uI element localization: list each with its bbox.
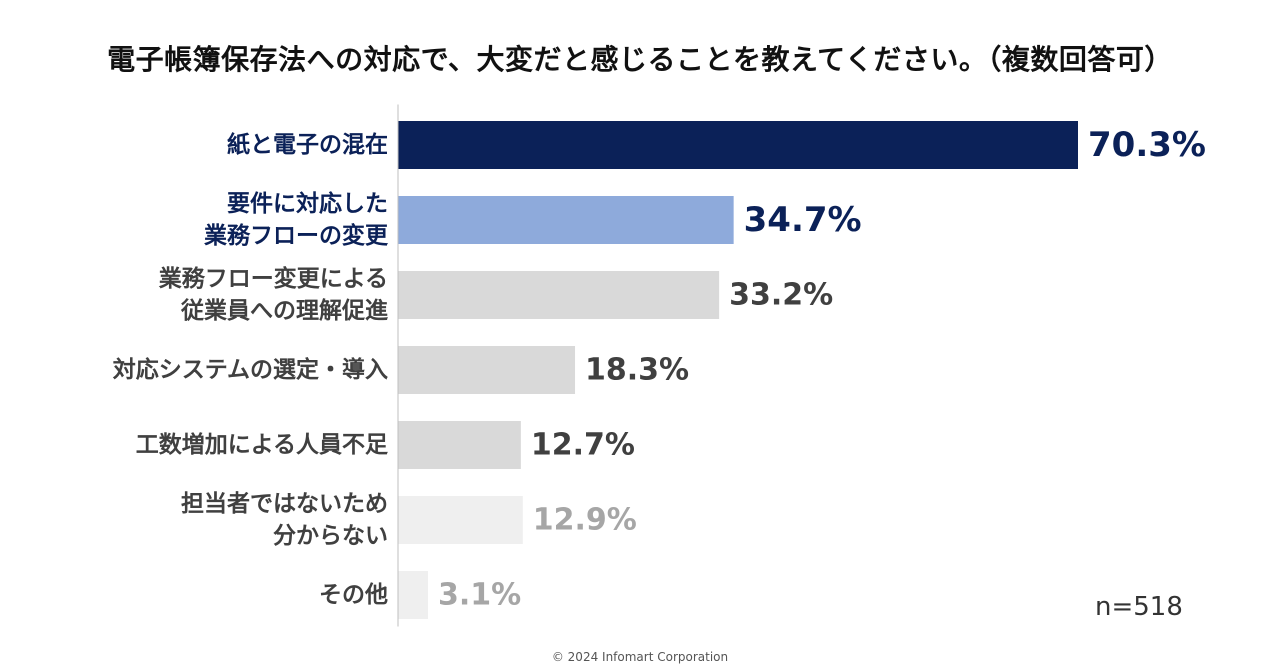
chart-title: 電子帳簿保存法への対応で、大変だと感じることを教えてください。（複数回答可） bbox=[107, 43, 1173, 76]
category-label-line: 担当者ではないため bbox=[181, 491, 388, 517]
category-label-line: 従業員への理解促進 bbox=[180, 297, 388, 324]
category-label-line: 工数増加による人員不足 bbox=[136, 431, 388, 458]
bar-7 bbox=[398, 571, 428, 619]
value-label-7: 3.1% bbox=[438, 578, 521, 613]
category-label-6: 担当者ではないため分からない bbox=[181, 491, 388, 549]
category-label-4: 対応システムの選定・導入 bbox=[113, 356, 388, 383]
bar-2 bbox=[398, 196, 734, 244]
bar-6 bbox=[398, 496, 523, 544]
copyright: © 2024 Infomart Corporation bbox=[551, 650, 729, 664]
category-label-7: その他 bbox=[319, 582, 388, 608]
category-label-3: 業務フロー変更による従業員への理解促進 bbox=[158, 265, 388, 324]
value-label-2: 34.7% bbox=[744, 200, 862, 240]
category-label-line: 分からない bbox=[273, 523, 388, 549]
value-label-1: 70.3% bbox=[1088, 125, 1206, 165]
sample-size: n=518 bbox=[1095, 592, 1183, 622]
category-label-line: 業務フローの変更 bbox=[203, 222, 389, 249]
value-label-4: 18.3% bbox=[585, 353, 689, 388]
value-label-6: 12.9% bbox=[533, 503, 637, 538]
category-label-5: 工数増加による人員不足 bbox=[136, 431, 388, 458]
bar-3 bbox=[398, 271, 720, 319]
category-label-line: 要件に対応した bbox=[227, 190, 388, 217]
bar-1 bbox=[398, 121, 1078, 169]
category-label-line: 対応システムの選定・導入 bbox=[113, 356, 388, 383]
bar-5 bbox=[398, 421, 521, 469]
category-label-line: その他 bbox=[319, 582, 388, 608]
category-label-2: 要件に対応した業務フローの変更 bbox=[203, 190, 389, 249]
category-label-1: 紙と電子の混在 bbox=[227, 131, 388, 158]
category-label-line: 業務フロー変更による bbox=[158, 265, 388, 292]
value-label-5: 12.7% bbox=[531, 428, 635, 463]
value-label-3: 33.2% bbox=[729, 278, 833, 313]
category-label-line: 紙と電子の混在 bbox=[227, 131, 388, 158]
bar-4 bbox=[398, 346, 576, 394]
